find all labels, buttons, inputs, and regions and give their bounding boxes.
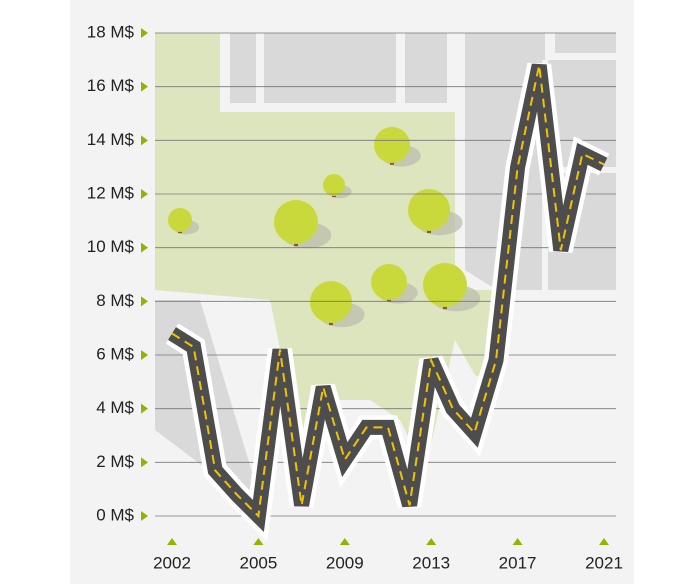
tree-crown (408, 189, 450, 231)
y-tick-label: 2 M$ (96, 452, 134, 471)
x-tick-mark (339, 538, 350, 545)
y-tick-label: 6 M$ (96, 344, 134, 363)
y-tick-label: 18 M$ (87, 22, 135, 41)
block (230, 33, 256, 103)
block (555, 33, 616, 53)
x-tick-label: 2017 (499, 553, 537, 572)
x-tick-mark (167, 538, 177, 545)
y-tick-mark (141, 242, 148, 253)
block (405, 33, 447, 103)
tree-crown (274, 200, 318, 244)
tree-crown (168, 208, 192, 232)
y-tick-mark (141, 403, 148, 414)
y-tick-label: 4 M$ (96, 398, 134, 417)
y-tick-mark (141, 457, 148, 468)
y-tick-mark (141, 350, 148, 360)
y-tick-mark (141, 511, 148, 521)
x-tick-label: 2021 (585, 553, 623, 572)
y-tick-label: 8 M$ (96, 291, 134, 310)
trees (168, 127, 481, 328)
x-tick-mark (512, 538, 523, 545)
x-tick-label: 2013 (412, 553, 450, 572)
park (155, 33, 497, 470)
x-tick-mark (253, 538, 264, 545)
y-tick-label: 16 M$ (87, 76, 135, 95)
x-tick-mark (426, 538, 437, 545)
y-tick-mark (141, 28, 148, 38)
tree-crown (423, 263, 467, 307)
y-tick-label: 10 M$ (87, 237, 135, 256)
y-tick-label: 0 M$ (96, 505, 134, 524)
road-centerline (171, 64, 605, 519)
y-tick-label: 12 M$ (87, 183, 135, 202)
x-tick-label: 2009 (326, 553, 364, 572)
y-tick-label: 14 M$ (87, 130, 135, 149)
x-tick-mark (599, 538, 609, 545)
y-tick-mark (141, 81, 148, 92)
tree-crown (371, 264, 407, 300)
y-tick-mark (141, 296, 148, 307)
tree-crown (323, 174, 345, 196)
y-tick-mark (141, 135, 148, 146)
tree-crown (310, 281, 352, 323)
x-tick-label: 2002 (153, 553, 191, 572)
x-tick-label: 2005 (239, 553, 277, 572)
y-tick-mark (141, 189, 148, 199)
block (264, 33, 396, 103)
tree-crown (374, 127, 410, 163)
